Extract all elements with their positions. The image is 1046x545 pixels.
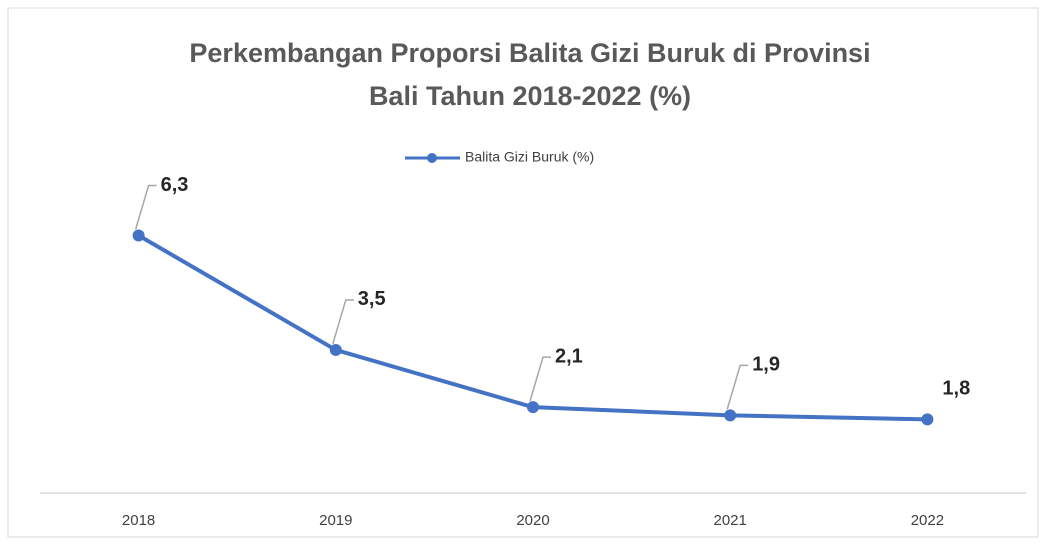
x-tick-label: 2022 — [911, 512, 944, 529]
chart-title: Perkembangan Proporsi Balita Gizi Buruk … — [189, 38, 870, 68]
marker — [132, 229, 145, 242]
marker — [527, 401, 539, 414]
legend-marker — [427, 153, 437, 163]
x-tick-label: 2019 — [319, 512, 352, 529]
marker — [724, 409, 737, 422]
marker — [329, 343, 342, 356]
chart-title: Bali Tahun 2018-2022 (%) — [369, 81, 691, 111]
x-tick-label: 2021 — [714, 512, 747, 529]
data-label: 1,9 — [752, 354, 780, 376]
data-label: 1,8 — [942, 378, 970, 400]
legend-label: Balita Gizi Buruk (%) — [465, 149, 594, 165]
x-tick-label: 2020 — [516, 512, 549, 529]
data-label: 3,5 — [358, 288, 386, 310]
marker — [921, 413, 934, 426]
data-label: 2,1 — [555, 345, 583, 367]
data-label: 6,3 — [161, 174, 189, 196]
leader-line — [332, 299, 354, 345]
x-tick-label: 2018 — [122, 512, 155, 529]
leader-line — [529, 356, 551, 402]
chart-border — [7, 7, 1039, 538]
leader-line — [726, 364, 749, 410]
leader-line — [134, 184, 157, 230]
